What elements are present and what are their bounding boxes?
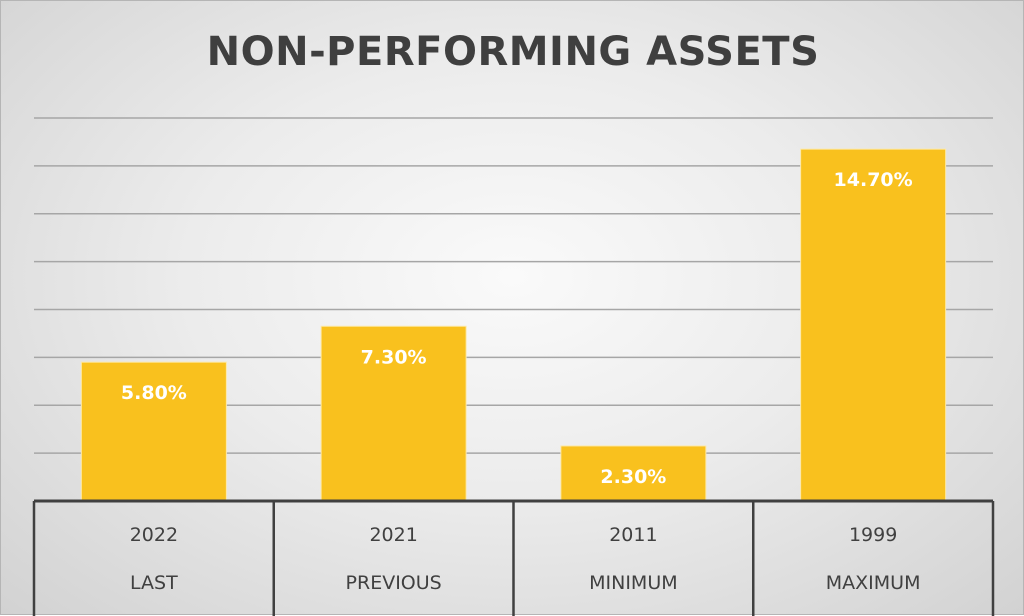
- tick-label-year: 2022: [130, 524, 178, 546]
- tick-label-category: MINIMUM: [589, 572, 678, 594]
- category-axis: 2022 LAST 2021 PREVIOUS 2011 MINIMUM 1999 MAXIM…: [32, 499, 995, 616]
- data-label-2021: 7.30%: [361, 346, 427, 368]
- data-label-2011: 2.30%: [600, 466, 666, 488]
- data-label-1999: 14.70%: [834, 169, 913, 191]
- bar-2022: [80, 361, 227, 502]
- tick-label-category: LAST: [130, 572, 178, 594]
- bar-1999: [800, 148, 947, 502]
- chart-title: NON-PERFORMING ASSETS: [206, 29, 820, 75]
- tick-label-category: MAXIMUM: [826, 572, 921, 594]
- data-label-2022: 5.80%: [121, 382, 187, 404]
- bar-2011: [560, 445, 707, 502]
- tick-label-year: 2021: [369, 524, 417, 546]
- bar-2021: [320, 325, 467, 502]
- bars: 5.80% 7.30% 2.30% 14.70%: [80, 148, 947, 502]
- tick-label-year: 1999: [849, 524, 897, 546]
- tick-label-year: 2011: [609, 524, 657, 546]
- tick-label-category: PREVIOUS: [346, 572, 442, 594]
